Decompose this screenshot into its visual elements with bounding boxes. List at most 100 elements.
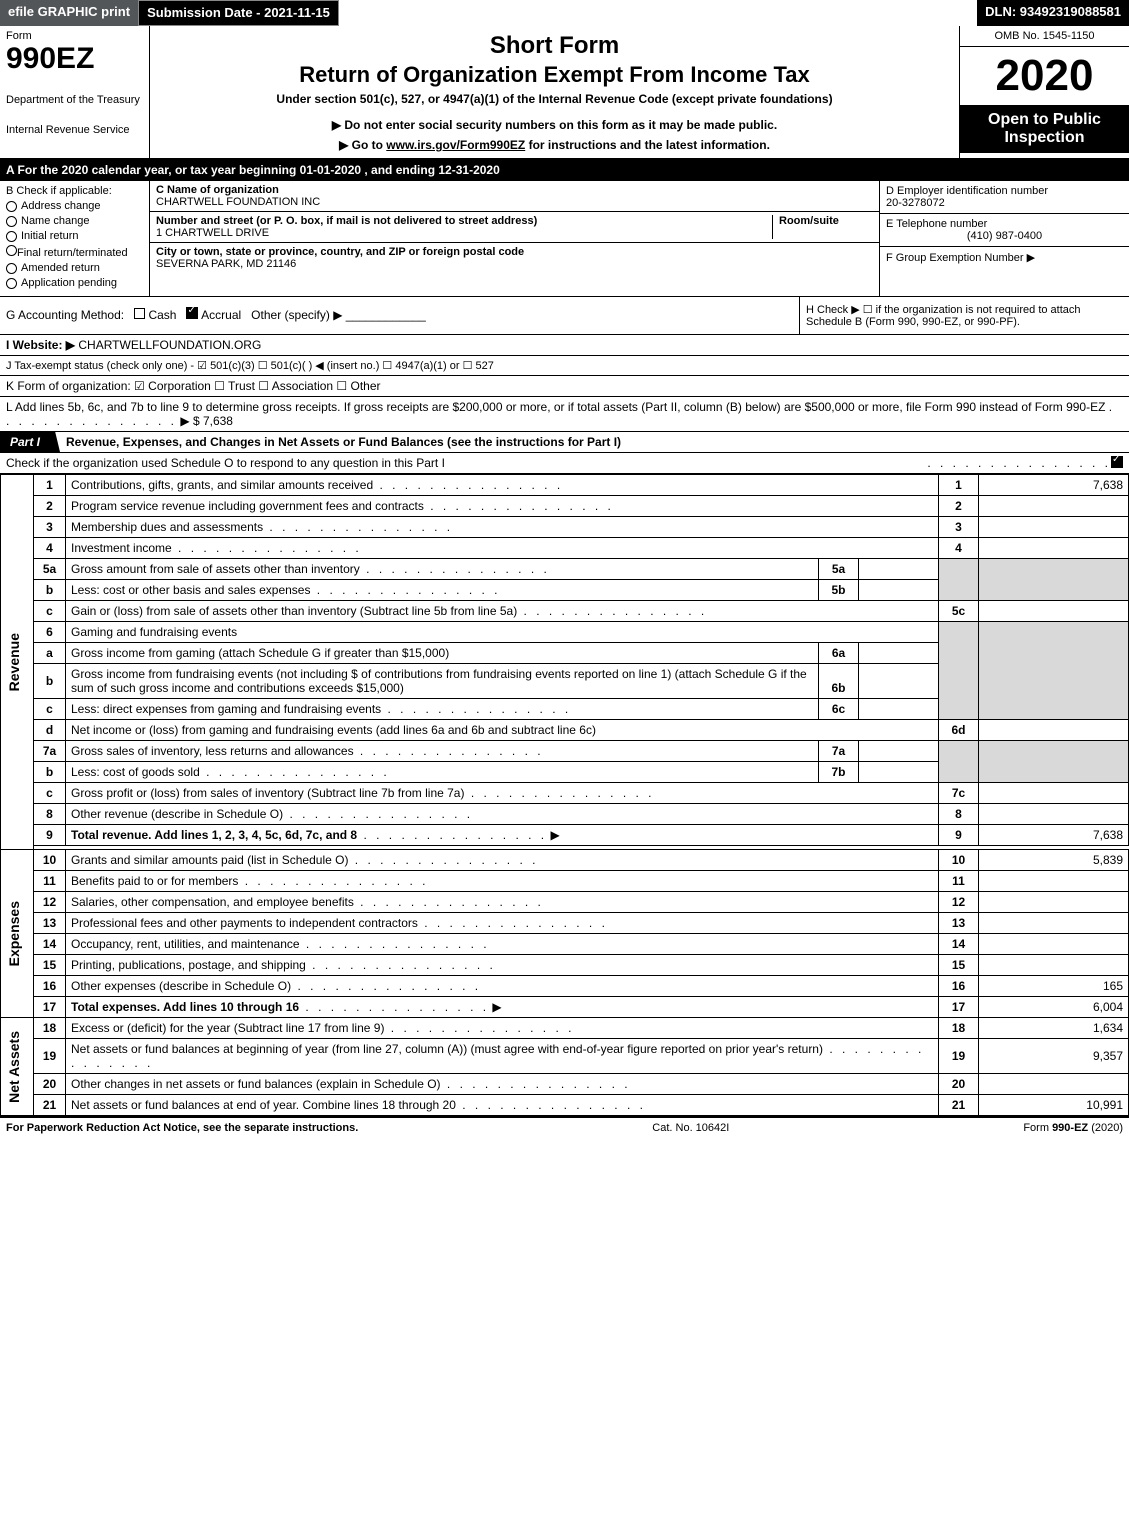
linno: 14 bbox=[939, 934, 979, 955]
table-row: 16 Other expenses (describe in Schedule … bbox=[1, 976, 1129, 997]
part1-checkbox[interactable] bbox=[1111, 456, 1123, 468]
txt: Grants and similar amounts paid (list in… bbox=[66, 850, 939, 871]
dots-icon bbox=[384, 1021, 574, 1035]
txt: Printing, publications, postage, and shi… bbox=[66, 955, 939, 976]
irs-link[interactable]: www.irs.gov/Form990EZ bbox=[386, 138, 525, 152]
dots-icon bbox=[456, 1098, 646, 1112]
linno: 4 bbox=[939, 538, 979, 559]
checkbox-application-pending[interactable]: Application pending bbox=[6, 277, 143, 289]
line-text: Less: direct expenses from gaming and fu… bbox=[71, 702, 381, 716]
circle-icon bbox=[6, 245, 17, 256]
block-bcdef: B Check if applicable: Address change Na… bbox=[0, 181, 1129, 297]
ln: c bbox=[34, 601, 66, 622]
table-row: d Net income or (loss) from gaming and f… bbox=[1, 720, 1129, 741]
txt: Net income or (loss) from gaming and fun… bbox=[66, 720, 939, 741]
header-left: Form 990EZ Department of the Treasury In… bbox=[0, 26, 150, 158]
ein-cell: D Employer identification number 20-3278… bbox=[880, 181, 1129, 214]
dots-icon bbox=[354, 744, 544, 758]
linno: 18 bbox=[939, 1018, 979, 1039]
table-row: 8 Other revenue (describe in Schedule O)… bbox=[1, 804, 1129, 825]
checkbox-amended-return[interactable]: Amended return bbox=[6, 262, 143, 274]
ln: 14 bbox=[34, 934, 66, 955]
ein-value: 20-3278072 bbox=[886, 197, 1123, 209]
row-g: G Accounting Method: Cash Accrual Other … bbox=[0, 297, 799, 334]
checkbox-accrual[interactable] bbox=[186, 307, 198, 319]
txt: Excess or (deficit) for the year (Subtra… bbox=[66, 1018, 939, 1039]
side-netassets: Net Assets bbox=[1, 1018, 34, 1116]
block-b-title: B Check if applicable: bbox=[6, 185, 143, 197]
line-text: Membership dues and assessments bbox=[71, 520, 263, 534]
phone-cell: E Telephone number (410) 987-0400 bbox=[880, 214, 1129, 247]
amt bbox=[979, 720, 1129, 741]
open-inspection: Open to Public Inspection bbox=[960, 105, 1129, 153]
txt: Membership dues and assessments bbox=[66, 517, 939, 538]
checkbox-cash[interactable] bbox=[134, 308, 145, 319]
table-row: 13 Professional fees and other payments … bbox=[1, 913, 1129, 934]
ln: 8 bbox=[34, 804, 66, 825]
row-l-text: L Add lines 5b, 6c, and 7b to line 9 to … bbox=[6, 400, 1105, 414]
row-i: I Website: ▶ CHARTWELLFOUNDATION.ORG bbox=[0, 335, 1129, 356]
txt: Gross profit or (loss) from sales of inv… bbox=[66, 783, 939, 804]
part1-check-text: Check if the organization used Schedule … bbox=[6, 456, 927, 470]
addr-row: Number and street (or P. O. box, if mail… bbox=[150, 212, 879, 243]
ln: 18 bbox=[34, 1018, 66, 1039]
dots-icon bbox=[299, 1000, 489, 1014]
side-expenses-text: Expenses bbox=[6, 901, 28, 966]
dots-icon bbox=[418, 916, 608, 930]
opt-name-change: Name change bbox=[21, 215, 90, 227]
subval bbox=[859, 762, 939, 783]
addr-value: 1 CHARTWELL DRIVE bbox=[156, 227, 766, 239]
checkbox-address-change[interactable]: Address change bbox=[6, 200, 143, 212]
footer: For Paperwork Reduction Act Notice, see … bbox=[0, 1116, 1129, 1138]
ln: c bbox=[34, 699, 66, 720]
form-header: Form 990EZ Department of the Treasury In… bbox=[0, 26, 1129, 160]
amt: 165 bbox=[979, 976, 1129, 997]
linno: 19 bbox=[939, 1039, 979, 1074]
table-row: c Gross profit or (loss) from sales of i… bbox=[1, 783, 1129, 804]
part1-title: Revenue, Expenses, and Changes in Net As… bbox=[60, 432, 1129, 452]
subval bbox=[859, 699, 939, 720]
website-value[interactable]: CHARTWELLFOUNDATION.ORG bbox=[78, 338, 261, 352]
dots-icon bbox=[354, 895, 544, 909]
amt bbox=[979, 496, 1129, 517]
group-exemption-label: F Group Exemption Number ▶ bbox=[886, 252, 1035, 264]
efile-print-button[interactable]: efile GRAPHIC print bbox=[0, 0, 138, 26]
linno: 16 bbox=[939, 976, 979, 997]
amt: 10,991 bbox=[979, 1095, 1129, 1116]
shade-cell bbox=[939, 741, 979, 783]
linno: 20 bbox=[939, 1074, 979, 1095]
ln: a bbox=[34, 643, 66, 664]
checkbox-name-change[interactable]: Name change bbox=[6, 215, 143, 227]
table-row: 19 Net assets or fund balances at beginn… bbox=[1, 1039, 1129, 1074]
subval bbox=[859, 643, 939, 664]
org-name-label: C Name of organization bbox=[156, 184, 873, 196]
footer-left: For Paperwork Reduction Act Notice, see … bbox=[6, 1122, 358, 1134]
dots-p1 bbox=[927, 456, 1111, 470]
amt bbox=[979, 955, 1129, 976]
linno: 7c bbox=[939, 783, 979, 804]
row-g-label: G Accounting Method: bbox=[6, 308, 124, 322]
checkbox-initial-return[interactable]: Initial return bbox=[6, 230, 143, 242]
sublabel: 7a bbox=[819, 741, 859, 762]
title-return: Return of Organization Exempt From Incom… bbox=[156, 62, 953, 88]
ln: 11 bbox=[34, 871, 66, 892]
txt: Net assets or fund balances at end of ye… bbox=[66, 1095, 939, 1116]
subval bbox=[859, 559, 939, 580]
sublabel: 5b bbox=[819, 580, 859, 601]
table-row: 4 Investment income 4 bbox=[1, 538, 1129, 559]
txt: Other changes in net assets or fund bala… bbox=[66, 1074, 939, 1095]
checkbox-final-return[interactable]: Final return/terminated bbox=[6, 245, 143, 259]
ln: 1 bbox=[34, 475, 66, 496]
line-text-bold: Total revenue. Add lines 1, 2, 3, 4, 5c,… bbox=[71, 828, 357, 842]
table-row: 2 Program service revenue including gove… bbox=[1, 496, 1129, 517]
block-c: C Name of organization CHARTWELL FOUNDAT… bbox=[150, 181, 879, 296]
txt: Other revenue (describe in Schedule O) bbox=[66, 804, 939, 825]
txt: Occupancy, rent, utilities, and maintena… bbox=[66, 934, 939, 955]
line-text: Gross profit or (loss) from sales of inv… bbox=[71, 786, 464, 800]
txt: Gross income from gaming (attach Schedul… bbox=[66, 643, 819, 664]
shade-cell bbox=[939, 559, 979, 601]
row-h: H Check ▶ ☐ if the organization is not r… bbox=[799, 297, 1129, 334]
table-row: 11 Benefits paid to or for members 11 bbox=[1, 871, 1129, 892]
txt: Investment income bbox=[66, 538, 939, 559]
ln: 7a bbox=[34, 741, 66, 762]
